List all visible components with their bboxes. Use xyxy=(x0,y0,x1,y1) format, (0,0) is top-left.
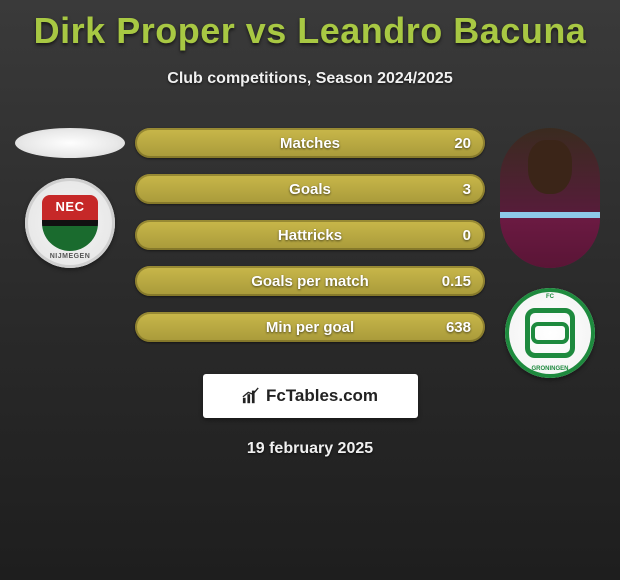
groningen-text-bottom: GRONINGEN xyxy=(531,366,568,372)
stat-bar-value: 20 xyxy=(454,135,471,152)
stat-bar-label: Goals per match xyxy=(251,273,369,290)
stat-bar: Goals 3 xyxy=(135,174,485,204)
nec-shield-text: NEC xyxy=(56,199,85,214)
stat-bar-label: Goals xyxy=(289,181,331,198)
stat-bars-container: Matches 20 Goals 3 Hattricks 0 Goals per match… xyxy=(135,128,485,342)
bar-chart-icon xyxy=(242,387,260,405)
left-player-column: NEC NIJMEGEN xyxy=(10,128,130,268)
stat-bar: Goals per match 0.15 xyxy=(135,266,485,296)
site-logo-box: FcTables.com xyxy=(203,374,418,418)
site-logo-text: FcTables.com xyxy=(266,386,378,406)
comparison-content: NEC NIJMEGEN FC GRONINGEN Matches20Goals… xyxy=(0,128,620,342)
club-badge-nec: NEC NIJMEGEN xyxy=(25,178,115,268)
groningen-logo-icon xyxy=(525,308,575,358)
stat-bar-value: 3 xyxy=(463,181,471,198)
nec-city-label: NIJMEGEN xyxy=(50,253,91,260)
nec-shield-icon: NEC xyxy=(42,195,98,251)
stat-bar-label: Hattricks xyxy=(278,227,342,244)
stat-bar-label: Min per goal xyxy=(266,319,354,336)
right-player-column: FC GRONINGEN xyxy=(490,128,610,378)
subtitle: Club competitions, Season 2024/2025 xyxy=(0,70,620,88)
stat-bar-value: 638 xyxy=(446,319,471,336)
player-photo-left xyxy=(15,128,125,158)
club-badge-groningen: FC GRONINGEN xyxy=(505,288,595,378)
stat-bar-label: Matches xyxy=(280,135,340,152)
stat-bar: Matches 20 xyxy=(135,128,485,158)
stat-bar-value: 0 xyxy=(463,227,471,244)
stat-bar-value: 0.15 xyxy=(442,273,471,290)
page-title: Dirk Proper vs Leandro Bacuna xyxy=(0,0,620,52)
player-photo-right xyxy=(500,128,600,268)
groningen-text-top: FC xyxy=(546,294,554,300)
stat-bar: Min per goal 638 xyxy=(135,312,485,342)
stat-bar: Hattricks 0 xyxy=(135,220,485,250)
date-label: 19 february 2025 xyxy=(0,440,620,458)
